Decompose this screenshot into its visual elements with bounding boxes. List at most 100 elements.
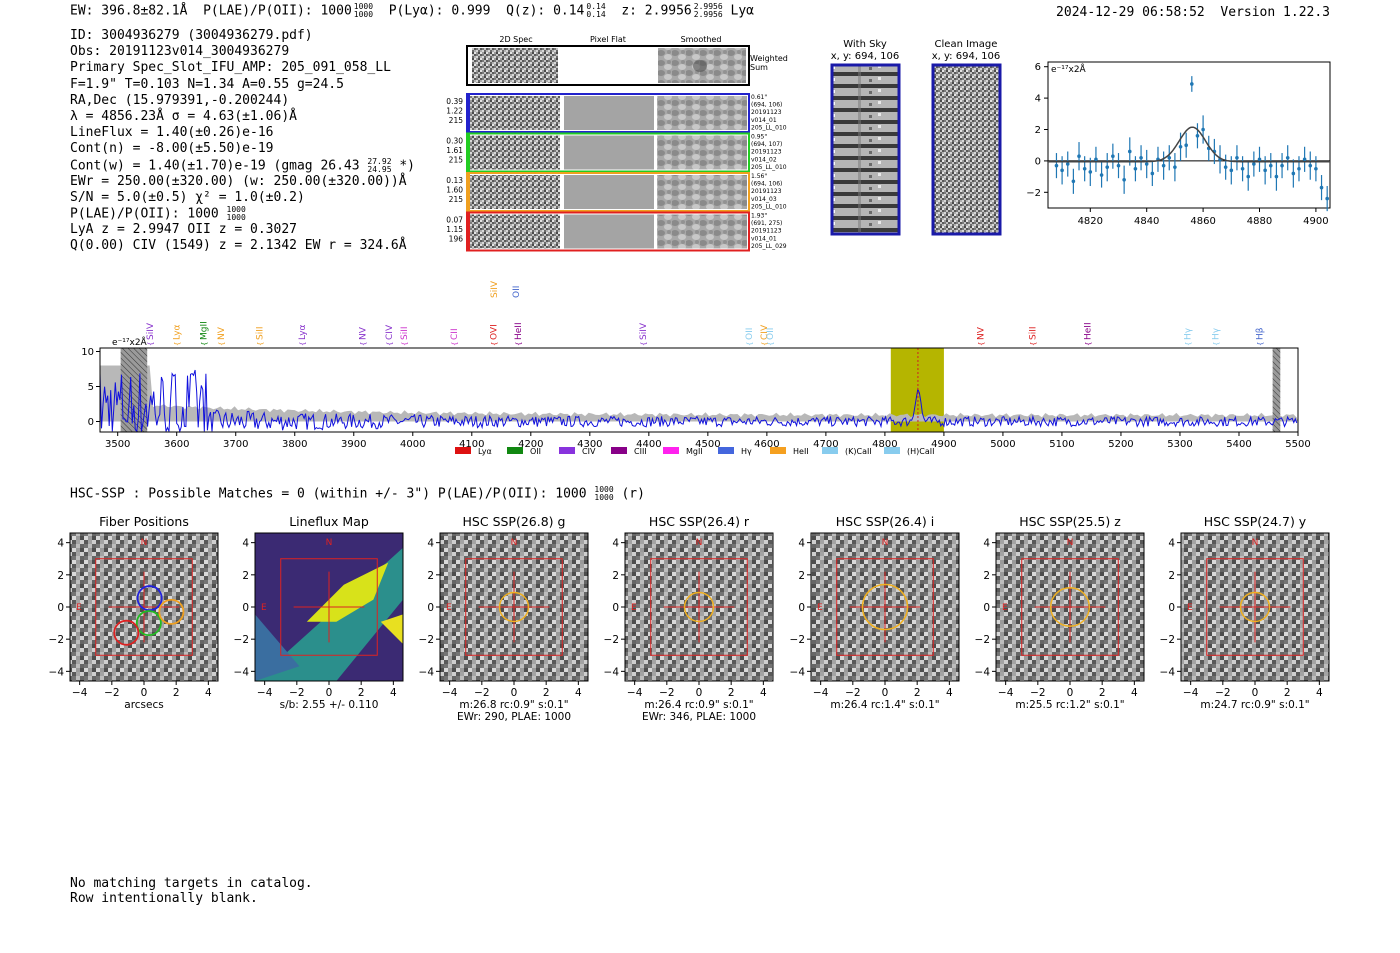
spectrum-legend-swatch [455,447,471,454]
spectrum-xtick-label: 5100 [1049,439,1074,450]
header-qz-hi: 0.14 [586,2,606,11]
stamp-xtick-label: 0 [696,687,703,699]
fit-xtick-label: 4880 [1247,216,1272,227]
info-sn: S/N = 5.0(±0.5) χ² = 1.0(±0.2) [70,189,305,205]
fit-data-point [1308,163,1313,168]
stamp-ytick-label: −2 [234,634,249,646]
stamp-xtick-label: 0 [511,687,518,699]
cutout-row-left-label: 0.30 [446,137,463,146]
stamp-ytick-label: 0 [427,602,434,614]
cutout-row-right-label: v014_03 [751,196,777,203]
fit-data-point [1127,149,1132,154]
cutout-pixelflat [564,175,654,209]
clean-image [931,63,1002,236]
stamp-north-label: N [696,538,703,548]
spectrum-line-label: Hγ [1184,327,1194,340]
stamp-ytick-label: −4 [419,666,435,678]
stamp-ytick-label: −4 [234,666,250,678]
header-ew: EW: 396.8±82.1Å [70,3,188,19]
spectrum-line-bracket: { [767,342,775,346]
stamp-xtick-label: −4 [998,687,1014,699]
fiber-circle-orange [158,598,185,625]
stamp-ytick-label: 4 [242,538,249,550]
fit-xtick-label: 4840 [1134,216,1159,227]
hsc-summary-tail: (r) [621,486,645,502]
fit-data-point [1297,166,1301,171]
stamp-xtick-label: 2 [914,687,921,699]
fit-data-point [1268,163,1273,168]
spectrum-line-bracket: { [386,342,394,346]
info-radec: RA,Dec (15.979391,-0.200244) [70,92,290,108]
spectrum-line-bracket: { [761,342,769,346]
stamp-xtick-label: 0 [141,687,148,699]
fit-data-point [1319,185,1324,190]
stamp-ytick-label: −2 [49,634,64,646]
info-gmag-hi: 27.92 [367,156,392,166]
header-z-hi: 2.9956 [693,2,723,11]
stamp-title: Lineflux Map [289,514,369,529]
stamp-ytick-label: 0 [983,602,990,614]
header-line: EW: 396.8±82.1Å P(LAE)/P(OII): 1000 1000 1… [70,3,754,19]
spectrum-line-label: SiII [400,326,410,340]
fit-data-point [1229,168,1234,173]
stamp-xtick-label: −2 [1215,687,1230,699]
fit-gaussian-curve [1048,126,1330,163]
fit-data-point [1280,163,1284,168]
stamp-caption: m:26.4 rc:1.4" s:0.1" [830,699,939,711]
stamp-match-circle [861,583,909,631]
stamp-match-circle [683,591,715,623]
weighted-sum-row: Weighted Sum [466,45,788,86]
spectrum-line-bracket: { [746,342,754,346]
cutout-smoothed [657,175,747,209]
spectrum-legend-label: Lyα [478,447,492,456]
fit-ytick-label: 4 [1035,94,1041,105]
fit-data-point [1139,155,1143,160]
cutout-pixelflat [564,214,654,249]
spectrum-legend-swatch [822,447,838,454]
cutout-2dspec [470,135,560,170]
fit-data-point [1094,157,1098,162]
stamp-panel: HSC SSP(25.5) z N E 4 2 0 −2 −4 −4 −2 0 2 4 m:25.5 rc… [975,514,1145,711]
stamp-ytick-label: 0 [612,602,619,614]
fit-data-point [1071,179,1076,184]
stamp-xtick-label: −2 [104,687,119,699]
spectrum-line-label: HeII [514,322,524,340]
spectrum-line-label: SiIV [146,322,156,340]
stamp-ytick-label: −4 [975,666,991,678]
stamp-panel: HSC SSP(26.4) i N E 4 2 0 −2 −4 −4 −2 0 2 4 m:26.4 rc… [790,514,960,711]
cutout-row-right-label: 1.56" [751,173,767,180]
cutout-row-right-label: 20191123 [751,149,782,156]
spectrum-line-bracket: { [1084,342,1092,346]
cutout-row-right-label: v014_01 [751,235,777,242]
spectrum-line-label: SiIV [639,322,649,340]
spectrum-line-label: Hβ [1256,327,1266,340]
stamp-east-label: E [631,603,637,613]
fit-data-point [1122,177,1126,182]
spectrum-line-label: SiII [255,326,265,340]
spectrum-legend-swatch [559,447,575,454]
info-plae: P(LAE)/P(OII): 1000 [70,206,219,222]
cutout-2dspec [470,214,560,249]
spectrum-xtick-label: 4900 [931,439,956,450]
stamp-xtick-label: −4 [442,687,458,699]
stamp-xtick-label: 2 [1284,687,1291,699]
header-line-id: Lyα [730,3,754,19]
spectrum-legend-label: MgII [686,447,703,456]
spectrum-legend-label: OII [530,447,541,456]
fiber-circle-red [113,619,140,646]
stamp-xtick-label: 4 [760,687,767,699]
cutout-smoothed [657,96,747,130]
lineflux-map-peak-2 [380,614,403,644]
spectrum-xtick-label: 3500 [105,439,130,450]
fit-data-point [1144,162,1149,166]
info-plae-line: P(LAE)/P(OII): 1000 1000 1000 [70,206,415,222]
fit-xtick-label: 4860 [1190,216,1215,227]
stamp-match-circle [1049,586,1091,628]
spectrum-xtick-label: 5000 [990,439,1015,450]
fit-data-point [1285,155,1290,160]
header-plae: P(LAE)/P(OII): 1000 [203,3,352,19]
stamp-match-circle [1239,591,1271,623]
